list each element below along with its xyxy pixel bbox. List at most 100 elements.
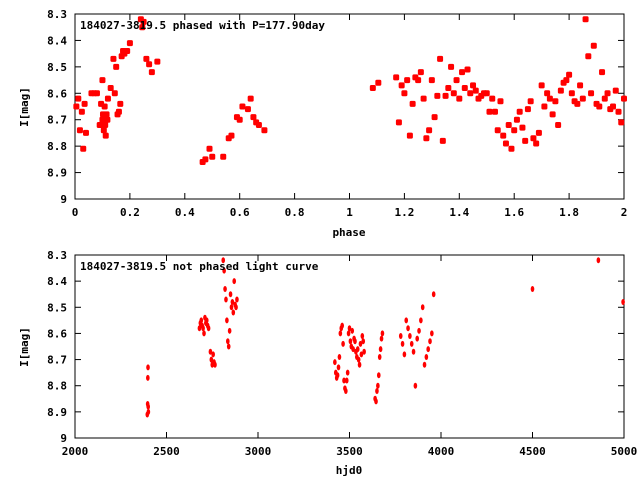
data-point bbox=[505, 122, 512, 128]
data-point bbox=[353, 338, 357, 345]
y-tick-label: 8.9 bbox=[47, 167, 67, 180]
data-point bbox=[423, 135, 430, 142]
data-point bbox=[204, 317, 209, 324]
data-point bbox=[235, 296, 239, 303]
data-point bbox=[255, 122, 262, 128]
data-point bbox=[555, 122, 562, 128]
unphased-x-axis: 2000 2500 3000 3500 4000 4500 5000 bbox=[62, 255, 638, 458]
data-point bbox=[376, 372, 381, 379]
data-point bbox=[359, 351, 364, 358]
data-point bbox=[519, 124, 526, 131]
data-point bbox=[146, 403, 150, 410]
data-point bbox=[516, 108, 523, 115]
phased-x-axis-label: phase bbox=[332, 226, 365, 239]
y-tick-label: 8.4 bbox=[47, 275, 67, 288]
data-point bbox=[231, 309, 236, 316]
data-point bbox=[236, 116, 243, 123]
data-point bbox=[401, 90, 408, 97]
data-point bbox=[393, 74, 400, 81]
data-point bbox=[508, 145, 515, 152]
data-point bbox=[333, 359, 337, 366]
data-point bbox=[224, 296, 228, 303]
y-tick-label: 8.8 bbox=[47, 380, 67, 393]
data-point bbox=[357, 361, 362, 368]
data-point bbox=[563, 77, 570, 84]
y-tick-label: 8.8 bbox=[47, 140, 67, 153]
data-point bbox=[206, 325, 211, 332]
x-tick-label: 5000 bbox=[611, 445, 638, 458]
data-point bbox=[197, 325, 202, 332]
data-point bbox=[566, 71, 573, 78]
data-point bbox=[420, 304, 425, 311]
data-point bbox=[110, 55, 117, 62]
data-point bbox=[456, 95, 463, 102]
data-point bbox=[199, 317, 204, 324]
data-point bbox=[93, 90, 100, 97]
data-point bbox=[201, 325, 205, 332]
unphased-data-points bbox=[145, 257, 625, 418]
data-point bbox=[610, 103, 617, 110]
data-point bbox=[234, 304, 238, 311]
data-point bbox=[380, 330, 385, 337]
y-tick-label: 9 bbox=[60, 193, 67, 206]
data-point bbox=[154, 58, 161, 65]
x-tick-label: 2000 bbox=[62, 445, 89, 458]
data-point bbox=[538, 82, 545, 89]
data-point bbox=[362, 348, 366, 355]
data-point bbox=[213, 361, 217, 368]
y-tick-label: 8.5 bbox=[47, 61, 67, 74]
data-point bbox=[356, 356, 361, 363]
data-point bbox=[574, 100, 581, 107]
data-point bbox=[104, 95, 111, 102]
data-point bbox=[103, 111, 110, 118]
data-point bbox=[402, 351, 407, 358]
data-point bbox=[341, 340, 345, 347]
data-point bbox=[117, 100, 124, 107]
data-point bbox=[375, 79, 382, 86]
data-point bbox=[448, 63, 455, 70]
data-point bbox=[146, 364, 150, 371]
data-point bbox=[415, 77, 422, 84]
data-point bbox=[530, 285, 535, 292]
data-point bbox=[104, 116, 111, 123]
data-point bbox=[227, 327, 232, 334]
data-point bbox=[513, 116, 520, 123]
data-point bbox=[453, 77, 460, 84]
y-tick-label: 8.4 bbox=[47, 34, 67, 47]
data-point bbox=[437, 55, 444, 62]
data-point bbox=[102, 122, 109, 128]
data-point bbox=[374, 398, 378, 405]
data-point bbox=[113, 63, 120, 70]
data-point bbox=[431, 114, 438, 121]
data-point bbox=[340, 322, 344, 329]
x-tick-label: 3500 bbox=[336, 445, 363, 458]
unphased-plot: 8.3 8.4 8.5 8.6 8.7 8.8 8.9 9 2000 2500 3000 3500 4… bbox=[18, 249, 637, 477]
data-point bbox=[527, 98, 534, 105]
data-point bbox=[225, 317, 229, 324]
data-point bbox=[541, 103, 548, 110]
data-point bbox=[223, 285, 227, 292]
x-tick-label: 1.4 bbox=[449, 206, 469, 219]
data-point bbox=[404, 77, 411, 84]
data-point bbox=[82, 129, 89, 136]
data-point bbox=[428, 338, 432, 345]
data-point bbox=[426, 127, 433, 134]
data-point bbox=[612, 87, 619, 94]
data-point bbox=[426, 346, 430, 353]
data-point bbox=[102, 132, 109, 139]
data-point bbox=[211, 351, 215, 358]
data-point bbox=[244, 106, 251, 113]
data-point bbox=[428, 77, 435, 84]
data-point bbox=[202, 156, 209, 163]
data-point bbox=[220, 153, 227, 160]
data-point bbox=[431, 291, 436, 298]
x-tick-label: 4000 bbox=[428, 445, 455, 458]
data-point bbox=[100, 127, 107, 134]
data-point bbox=[408, 333, 412, 340]
y-tick-label: 8.3 bbox=[47, 8, 67, 21]
x-tick-label: 0 bbox=[72, 206, 79, 219]
data-point bbox=[350, 327, 355, 334]
data-point bbox=[375, 387, 379, 394]
data-point bbox=[228, 132, 235, 139]
data-point bbox=[107, 85, 114, 91]
